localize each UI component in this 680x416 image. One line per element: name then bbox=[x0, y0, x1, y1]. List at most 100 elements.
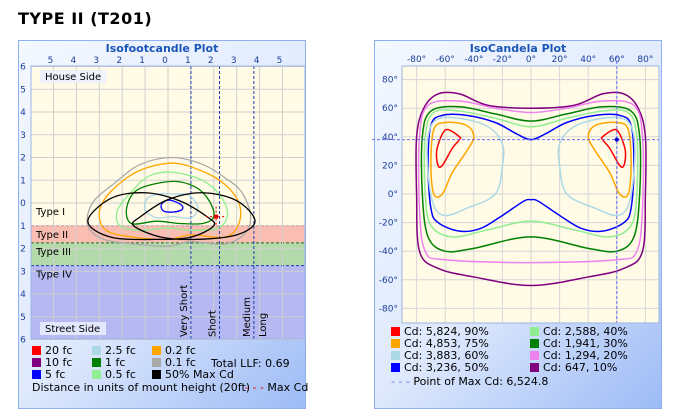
x-tick-label: 1 bbox=[185, 56, 191, 66]
legend-label: Cd: 4,853, 75% bbox=[404, 337, 489, 350]
legend-swatch bbox=[530, 327, 539, 336]
legend-label: Cd: 3,236, 50% bbox=[404, 361, 489, 374]
legend-label: 0.1 fc bbox=[165, 356, 196, 369]
band-label: Type II bbox=[35, 230, 68, 241]
legend-swatch bbox=[32, 346, 41, 355]
legend-swatch bbox=[152, 358, 161, 367]
legend-item: Cd: 1,294, 20% bbox=[530, 350, 628, 362]
legend-label: Cd: 1,941, 30% bbox=[543, 337, 628, 350]
y-tick-label: 4 bbox=[20, 108, 26, 118]
x-tick-label: 1 bbox=[139, 56, 145, 66]
region-label: Street Side bbox=[45, 324, 100, 335]
y-tick-label: 2 bbox=[20, 245, 26, 255]
legend-item: Cd: 5,824, 90% bbox=[391, 326, 489, 338]
x-tick-label: 0 bbox=[162, 56, 168, 66]
x-tick-label: 3 bbox=[231, 56, 237, 66]
x-tick-label: 20° bbox=[552, 55, 568, 65]
contour-Cd-4-853-75- bbox=[430, 121, 475, 198]
x-tick-label: 5 bbox=[277, 56, 283, 66]
dashed-line-icon: - - - bbox=[245, 381, 268, 394]
legend-item: 0.5 fc bbox=[92, 369, 136, 381]
x-tick-label: -20° bbox=[493, 55, 512, 65]
legend-item: Cd: 647, 10% bbox=[530, 362, 628, 374]
legend-item: 50% Max Cd bbox=[152, 369, 234, 381]
y-tick-label: 3 bbox=[20, 131, 26, 141]
isofootcandle-title: Isofootcandle Plot bbox=[105, 42, 219, 55]
band-label: Type IV bbox=[35, 270, 72, 281]
legend-label: Cd: 1,294, 20% bbox=[543, 349, 628, 362]
legend-label: Cd: 647, 10% bbox=[543, 361, 618, 374]
legend-item: 5 fc bbox=[32, 369, 72, 381]
contour-Cd-1-941-30- bbox=[420, 105, 642, 253]
legend-item: 10 fc bbox=[32, 357, 72, 369]
x-tick-label: 40° bbox=[580, 55, 596, 65]
legend-label: Cd: 3,883, 60% bbox=[404, 349, 489, 362]
legend-swatch bbox=[92, 346, 101, 355]
plot-border bbox=[401, 65, 660, 324]
x-tick-label: -60° bbox=[436, 55, 455, 65]
legend-swatch bbox=[92, 358, 101, 367]
contour-Cd-5-824-90- bbox=[600, 128, 627, 169]
y-tick-label: 1 bbox=[20, 222, 26, 232]
legend-label: 50% Max Cd bbox=[165, 368, 234, 381]
contour-Cd-3-236-50- bbox=[427, 113, 635, 233]
x-tick-label: 0° bbox=[526, 55, 536, 65]
y-tick-label: 3 bbox=[20, 267, 26, 277]
contour-Cd-4-853-75- bbox=[587, 121, 632, 198]
contour-Cd-647-10- bbox=[415, 91, 647, 287]
legend-column: 20 fc 10 fc 5 fc bbox=[32, 345, 72, 381]
legend-label: 2.5 fc bbox=[105, 344, 136, 357]
vertical-label: Long bbox=[258, 313, 269, 337]
legend-swatch bbox=[530, 339, 539, 348]
vertical-label: Very Short bbox=[179, 285, 190, 337]
y-tick-label: 5 bbox=[20, 313, 26, 323]
x-tick-label: 3 bbox=[93, 56, 99, 66]
legend-swatch bbox=[391, 327, 400, 336]
isocandela-title: IsoCandela Plot bbox=[469, 42, 567, 55]
legend-item: 0.1 fc bbox=[152, 357, 234, 369]
legend-label: 0.2 fc bbox=[165, 344, 196, 357]
x-tick-label: 4 bbox=[254, 56, 260, 66]
legend-column: 2.5 fc 1 fc 0.5 fc bbox=[92, 345, 136, 381]
legend-swatch bbox=[530, 363, 539, 372]
contour-Cd-3-883-60- bbox=[557, 116, 636, 217]
legend-swatch bbox=[391, 339, 400, 348]
y-tick-label: 0° bbox=[388, 190, 398, 200]
legend-column: Cd: 2,588, 40% Cd: 1,941, 30% Cd: 1,294, 2… bbox=[530, 326, 628, 374]
x-tick-label: 2 bbox=[116, 56, 122, 66]
legend-label: 1 fc bbox=[105, 356, 126, 369]
legend-swatch bbox=[391, 363, 400, 372]
region-label-bg bbox=[40, 70, 106, 83]
vertical-label: Medium bbox=[242, 297, 253, 337]
x-tick-label: 2 bbox=[208, 56, 214, 66]
y-tick-label: 20° bbox=[382, 161, 398, 171]
region-label: House Side bbox=[45, 72, 101, 83]
contour-2-5-fc bbox=[143, 192, 199, 219]
legend-item: 20 fc bbox=[32, 345, 72, 357]
plot-border bbox=[30, 65, 306, 340]
legend-item: Cd: 3,236, 50% bbox=[391, 362, 489, 374]
x-tick-label: 4 bbox=[71, 56, 77, 66]
contour-1-fc bbox=[125, 180, 215, 225]
max-point-marker bbox=[614, 137, 619, 142]
legend-label: 5 fc bbox=[45, 368, 66, 381]
region-label-bg bbox=[40, 322, 106, 335]
legend-label: 10 fc bbox=[45, 356, 73, 369]
contour-Cd-3-883-60- bbox=[426, 116, 505, 217]
max-cd-marker bbox=[214, 214, 219, 219]
x-tick-label: 80° bbox=[637, 55, 653, 65]
x-tick-label: 60° bbox=[609, 55, 625, 65]
y-tick-label: 4 bbox=[20, 290, 26, 300]
legend-swatch bbox=[152, 346, 161, 355]
contour-0-2-fc bbox=[98, 162, 242, 241]
y-tick-label: -80° bbox=[379, 304, 398, 314]
dashed-line-icon: - - - bbox=[391, 375, 414, 388]
vertical-label: Short bbox=[208, 310, 219, 337]
band-label: Type I bbox=[35, 207, 65, 218]
legend-swatch bbox=[32, 358, 41, 367]
legend-item: Cd: 4,853, 75% bbox=[391, 338, 489, 350]
contour-0-1-fc bbox=[86, 156, 252, 247]
max-cd-label: Max Cd bbox=[267, 381, 309, 394]
legend-item: Cd: 3,883, 60% bbox=[391, 350, 489, 362]
